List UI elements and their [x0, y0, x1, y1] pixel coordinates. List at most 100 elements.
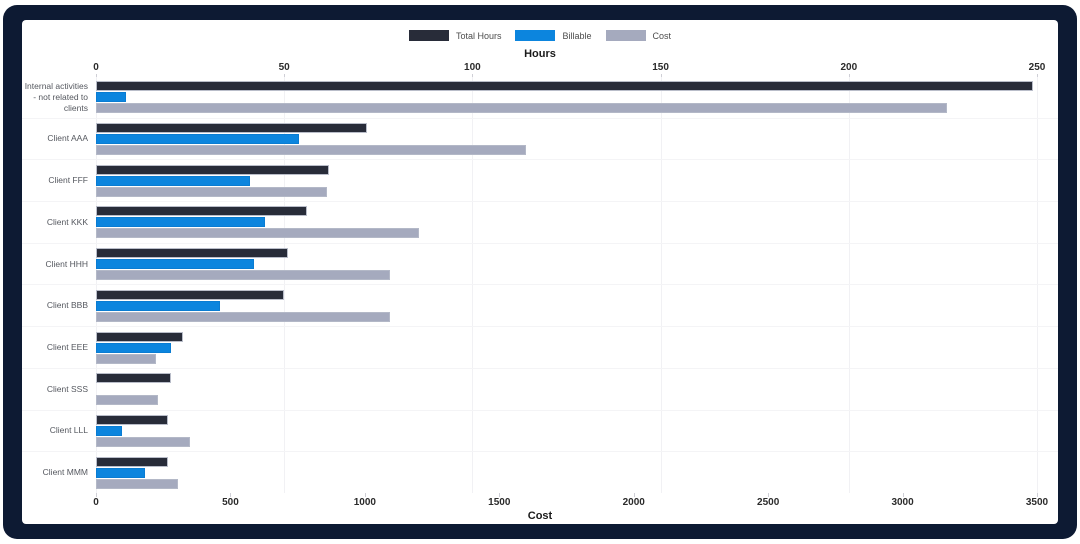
bar-group: [96, 411, 1037, 452]
category-label: Client FFF: [48, 175, 88, 186]
tick-label: 3500: [1025, 497, 1049, 509]
category-row: Client HHH: [22, 244, 1058, 286]
bar-billable[interactable]: [96, 175, 251, 186]
tick-mark: [768, 493, 770, 498]
category-label: Client BBB: [46, 300, 88, 311]
bar-group: [96, 369, 1037, 410]
tick-mark: [902, 493, 904, 498]
bar-total-hours[interactable]: [96, 164, 330, 175]
tick-label: 100: [464, 61, 481, 73]
bar-cost[interactable]: [96, 436, 191, 447]
bar-total-hours[interactable]: [96, 81, 1034, 92]
legend-label: Billable: [562, 30, 592, 41]
tick-label: 2500: [757, 497, 780, 509]
category-row: Client AAA: [22, 119, 1058, 161]
category-label: Internal activities - not related to cli…: [24, 80, 88, 113]
chart-card: Total Hours Billable Cost Hours 0 50 100 150 2…: [22, 20, 1058, 524]
bar-total-hours[interactable]: [96, 206, 307, 217]
category-label: Client MMM: [42, 467, 88, 478]
bar-group: [96, 452, 1037, 493]
bar-cost[interactable]: [96, 103, 947, 114]
bar-group: [96, 285, 1037, 326]
legend-label: Cost: [652, 30, 672, 41]
legend-item-billable[interactable]: Billable: [515, 30, 592, 42]
tick-mark: [96, 493, 97, 498]
tick-mark: [284, 73, 286, 78]
legend-label: Total Hours: [455, 30, 502, 41]
bar-total-hours[interactable]: [96, 373, 172, 384]
bottom-axis-title: Cost: [527, 510, 553, 522]
bar-billable[interactable]: [96, 217, 266, 228]
bar-total-hours[interactable]: [96, 122, 367, 133]
category-label: Client SSS: [46, 383, 88, 394]
tick-label: 250: [1028, 61, 1046, 73]
category-row: Client EEE: [22, 327, 1058, 369]
tick-mark: [499, 493, 501, 498]
bar-billable[interactable]: [96, 342, 172, 353]
legend: Total Hours Billable Cost: [22, 20, 1058, 47]
category-label: Client HHH: [45, 258, 88, 269]
bar-cost[interactable]: [96, 395, 158, 406]
category-row: Client BBB: [22, 285, 1058, 328]
tick-mark: [660, 73, 662, 78]
category-row: Client MMM: [22, 452, 1058, 493]
category-label: Client EEE: [46, 341, 88, 352]
plot-area: Internal activities - not related to cli…: [22, 76, 1058, 494]
bar-billable[interactable]: [96, 133, 300, 144]
tick-label: 0: [93, 497, 99, 509]
bar-group: [96, 160, 1037, 201]
bar-total-hours[interactable]: [96, 289, 285, 300]
bar-cost[interactable]: [96, 228, 419, 239]
tick-label: 3000: [891, 497, 914, 509]
tick-label: 50: [278, 61, 290, 73]
bar-billable[interactable]: [96, 467, 145, 478]
category-row: Client KKK: [22, 202, 1058, 244]
bar-billable[interactable]: [96, 92, 127, 103]
tick-mark: [364, 493, 366, 498]
tick-mark: [633, 493, 635, 498]
tick-label: 0: [93, 61, 99, 73]
legend-item-cost[interactable]: Cost: [605, 30, 672, 42]
category-row: Internal activities - not related to cli…: [22, 77, 1058, 119]
legend-swatch: [408, 30, 449, 42]
tick-label: 2000: [622, 497, 645, 509]
bar-billable[interactable]: [96, 259, 255, 270]
top-axis-title: Hours: [524, 47, 556, 60]
tick-label: 150: [652, 61, 669, 73]
bar-cost[interactable]: [96, 270, 391, 281]
bar-group: [96, 327, 1037, 368]
legend-item-total-hours[interactable]: Total Hours: [408, 30, 502, 42]
bar-billable[interactable]: [96, 300, 221, 311]
tick-mark: [230, 493, 232, 498]
bar-cost[interactable]: [96, 353, 157, 364]
bar-group: [96, 202, 1037, 243]
legend-swatch: [515, 30, 556, 42]
bar-cost[interactable]: [96, 144, 527, 155]
bar-rows: Internal activities - not related to cli…: [22, 77, 1058, 493]
bar-cost[interactable]: [96, 478, 178, 489]
tick-mark: [472, 73, 474, 78]
category-row: Client FFF: [22, 160, 1058, 202]
bar-group: [96, 119, 1037, 160]
tick-mark: [96, 73, 97, 78]
bar-cost[interactable]: [96, 186, 328, 197]
legend-swatch: [605, 30, 646, 42]
bar-group: [96, 244, 1037, 285]
category-row: Client LLL: [22, 411, 1058, 453]
bottom-axis-ticks: 0 500 1000 1500 2000 2500 3000 3500: [93, 493, 1048, 509]
category-label: Client AAA: [47, 133, 88, 144]
bar-group: [96, 77, 1037, 118]
bar-total-hours[interactable]: [96, 331, 183, 342]
bar-cost[interactable]: [96, 311, 391, 322]
tick-label: 1000: [353, 497, 376, 509]
bar-total-hours[interactable]: [96, 414, 168, 425]
tick-mark: [1037, 493, 1038, 498]
bar-total-hours[interactable]: [96, 456, 168, 467]
tick-label: 1500: [488, 497, 511, 509]
tick-label: 200: [840, 61, 858, 73]
bar-total-hours[interactable]: [96, 248, 288, 259]
tick-mark: [848, 73, 850, 78]
bar-billable[interactable]: [96, 425, 123, 436]
tick-mark: [1037, 73, 1038, 78]
category-label: Client LLL: [49, 425, 88, 436]
